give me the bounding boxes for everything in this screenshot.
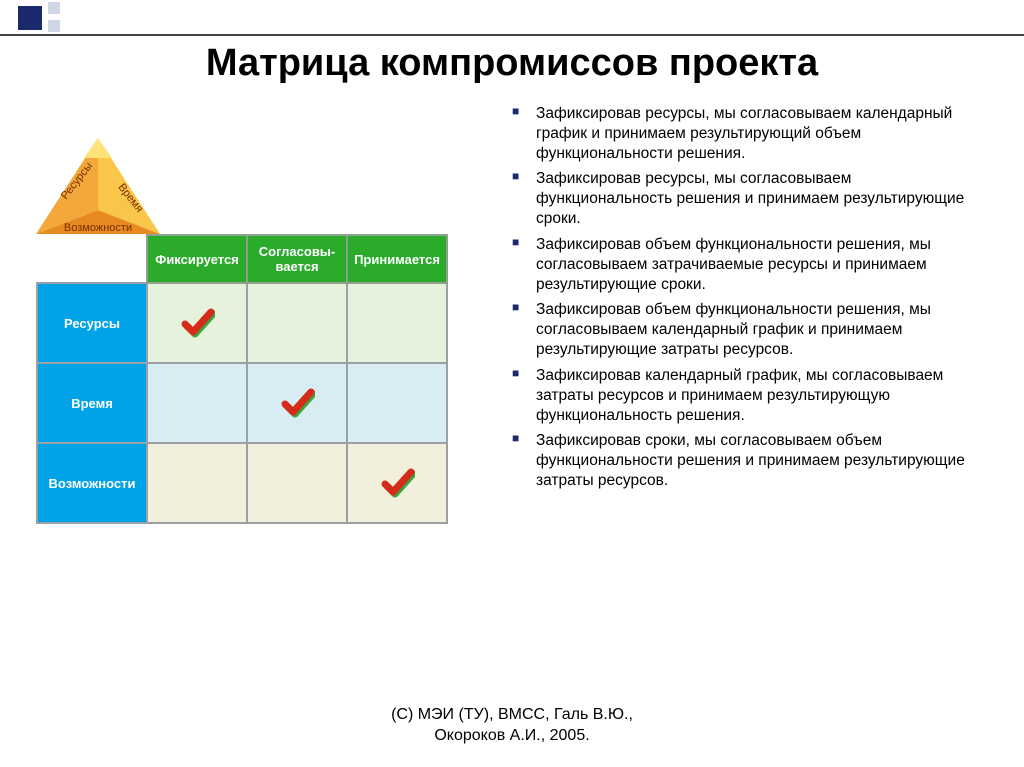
matrix-cell: [347, 443, 447, 523]
tradeoff-matrix: Фиксируется Согласовы-вается Принимается…: [36, 234, 448, 524]
matrix-panel: Ресурсы Время Возможности Фиксируется Со…: [0, 104, 500, 684]
bullet-panel: Зафиксировав ресурсы, мы согласовываем к…: [500, 104, 1024, 684]
check-icon: [179, 304, 215, 340]
matrix-col-header: Принимается: [347, 235, 447, 283]
footer: (C) МЭИ (ТУ), ВМСС, Галь В.Ю., Окороков …: [0, 705, 1024, 747]
matrix-cell: [147, 443, 247, 523]
matrix-row-header: Время: [37, 363, 147, 443]
list-item: Зафиксировав ресурсы, мы согласовываем ф…: [510, 169, 984, 228]
matrix-row-header: Ресурсы: [37, 283, 147, 363]
matrix-row-header: Возможности: [37, 443, 147, 523]
slide-decoration: [0, 0, 1024, 36]
list-item: Зафиксировав сроки, мы согласовываем объ…: [510, 431, 984, 490]
list-item: Зафиксировав ресурсы, мы согласовываем к…: [510, 104, 984, 163]
list-item: Зафиксировав календарный график, мы согл…: [510, 366, 984, 425]
accent-square-small-icon: [48, 2, 60, 14]
matrix-col-header: Фиксируется: [147, 235, 247, 283]
list-item: Зафиксировав объем функциональности реше…: [510, 235, 984, 294]
matrix-cell: [147, 363, 247, 443]
matrix-cell: [247, 283, 347, 363]
list-item: Зафиксировав объем функциональности реше…: [510, 300, 984, 359]
divider: [0, 34, 1024, 36]
matrix-cell: [147, 283, 247, 363]
check-icon: [379, 464, 415, 500]
matrix-cell: [347, 283, 447, 363]
page-title: Матрица компромиссов проекта: [0, 42, 1024, 85]
matrix-cell: [247, 363, 347, 443]
triangle-label-bottom: Возможности: [64, 222, 132, 234]
bullet-list: Зафиксировав ресурсы, мы согласовываем к…: [510, 104, 984, 491]
accent-square-icon: [18, 6, 42, 30]
check-icon: [279, 384, 315, 420]
footer-line: Окороков А.И., 2005.: [0, 726, 1024, 747]
matrix-corner: [37, 235, 147, 283]
accent-square-small-icon: [48, 20, 60, 32]
matrix-col-header: Согласовы-вается: [247, 235, 347, 283]
content-area: Ресурсы Время Возможности Фиксируется Со…: [0, 104, 1024, 684]
footer-line: (C) МЭИ (ТУ), ВМСС, Галь В.Ю.,: [0, 705, 1024, 726]
matrix-cell: [247, 443, 347, 523]
matrix-cell: [347, 363, 447, 443]
